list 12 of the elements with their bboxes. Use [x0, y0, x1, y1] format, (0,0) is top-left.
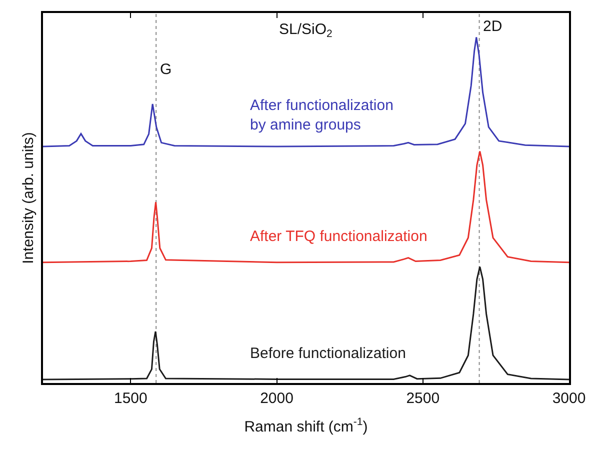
x-axis-title: Raman shift (cm$^{-1}$): [244, 416, 368, 436]
y-axis-title: Intensity (arb. units): [20, 132, 37, 264]
annotation: SL/SiO$_{2}$: [279, 21, 333, 40]
series-label: After TFQ functionalization: [250, 228, 428, 245]
annotation: G: [160, 61, 172, 78]
series-label: After functionalization by amine groups: [250, 97, 394, 134]
series-label: Before functionalization: [250, 345, 406, 362]
annotation: 2D: [483, 18, 502, 35]
x-tick-label: 1500: [114, 390, 148, 407]
x-tick-label: 2000: [260, 390, 294, 407]
x-tick-label: 2500: [406, 390, 440, 407]
x-tick-label: 3000: [552, 390, 586, 407]
